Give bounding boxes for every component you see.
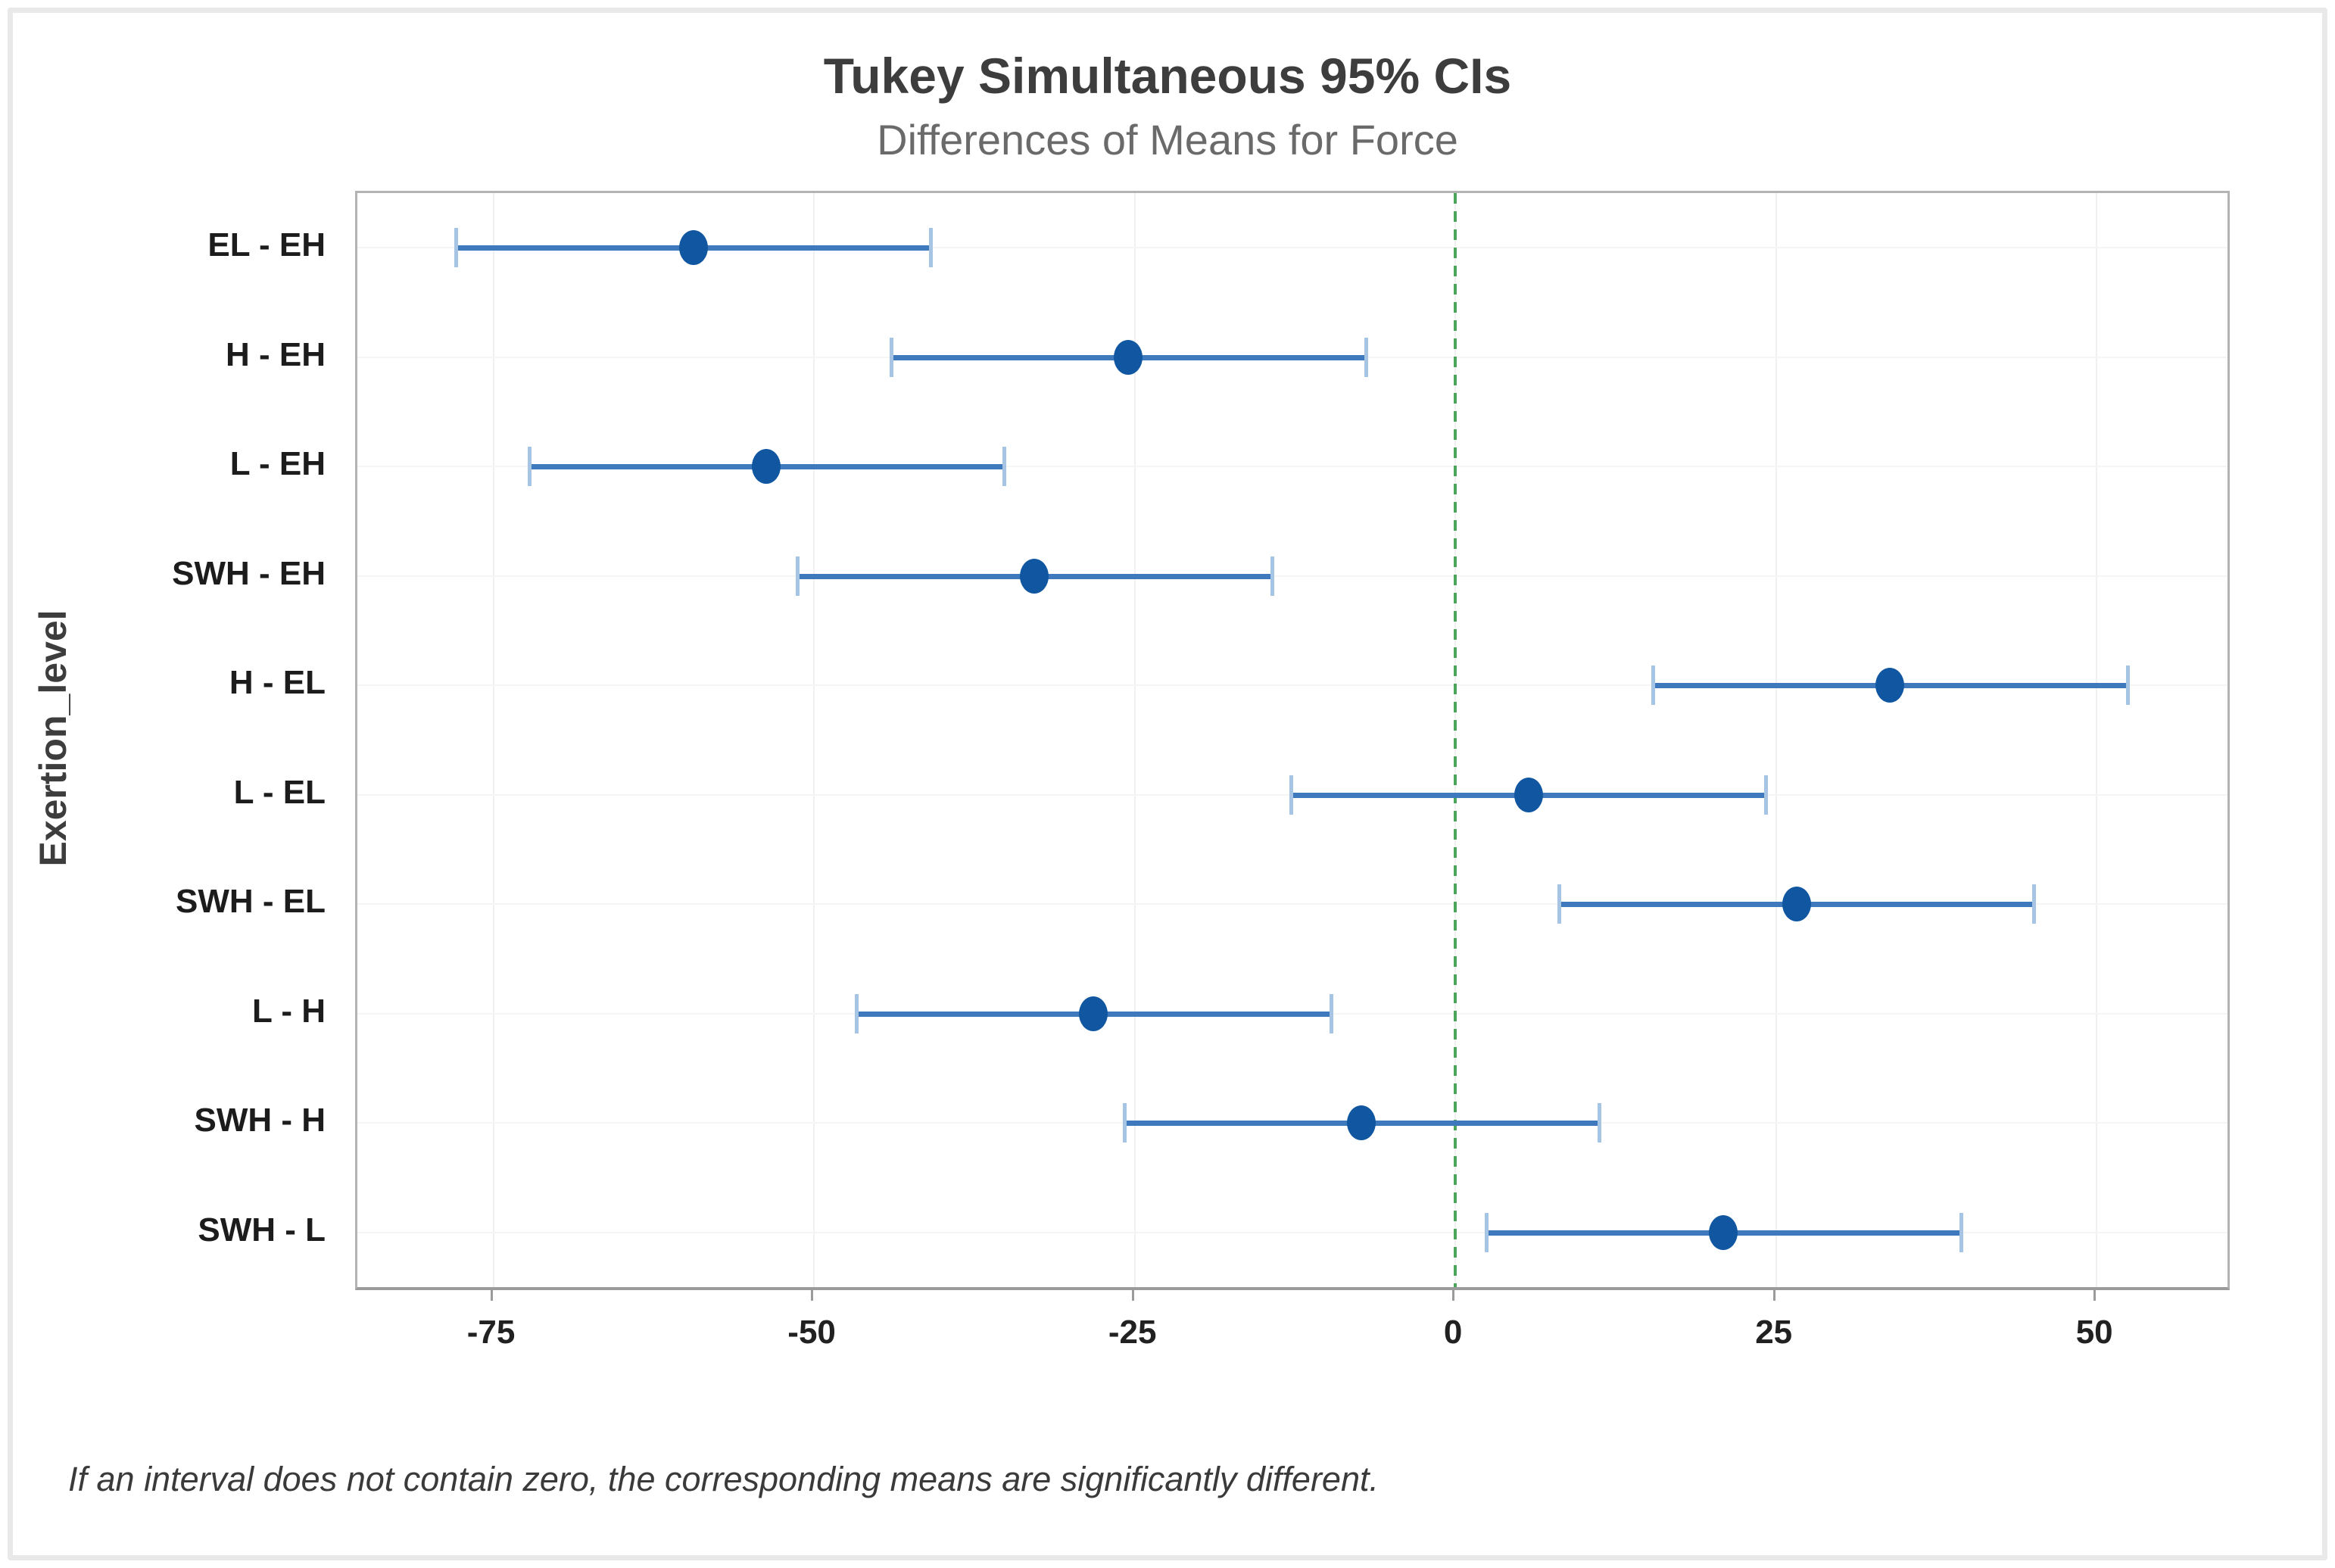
- ci-marker: [678, 230, 708, 266]
- x-tick-mark: [1772, 1288, 1775, 1301]
- horizontal-gridline: [357, 1231, 2227, 1233]
- ci-marker: [1514, 777, 1543, 812]
- vertical-gridline: [1775, 193, 1777, 1287]
- x-tick-label: 50: [2075, 1314, 2113, 1351]
- x-tick-mark: [490, 1288, 493, 1301]
- ci-cap-right: [1959, 1212, 1963, 1252]
- ci-marker: [1875, 668, 1905, 703]
- vertical-gridline: [492, 193, 494, 1287]
- ci-cap-left: [454, 228, 459, 268]
- x-tick-mark: [2093, 1288, 2097, 1301]
- plot-area: [355, 191, 2230, 1290]
- x-tick-label: -25: [1108, 1314, 1157, 1351]
- ci-cap-left: [796, 556, 800, 596]
- zero-reference-line: [1454, 193, 1457, 1287]
- ci-cap-right: [1364, 337, 1368, 377]
- ci-marker: [1114, 339, 1143, 375]
- x-tick-mark: [1452, 1288, 1455, 1301]
- chart-title: Tukey Simultaneous 95% CIs: [823, 48, 1512, 104]
- ci-cap-left: [855, 993, 859, 1033]
- vertical-gridline: [1133, 193, 1136, 1287]
- ci-cap-left: [1484, 1212, 1489, 1252]
- ci-cap-left: [1123, 1103, 1127, 1143]
- ci-marker: [752, 449, 781, 485]
- x-axis: -75 -50 -25 0 25 50: [355, 1288, 2225, 1379]
- ci-cap-left: [1289, 775, 1294, 815]
- ci-cap-left: [1557, 884, 1562, 924]
- ci-cap-right: [1270, 556, 1274, 596]
- ci-cap-right: [2125, 666, 2130, 706]
- horizontal-gridline: [357, 247, 2227, 249]
- ci-cap-right: [1764, 775, 1769, 815]
- horizontal-gridline: [357, 903, 2227, 906]
- ci-cap-right: [1002, 447, 1006, 487]
- ci-cap-right: [929, 228, 934, 268]
- ci-cap-right: [1329, 993, 1333, 1033]
- x-tick-label: 25: [1755, 1314, 1793, 1351]
- y-axis-labels: EL - EH H - EH L - EH SWH - EH H - EL L - EL S…: [0, 191, 326, 1285]
- footnote: If an interval does not contain zero, th…: [68, 1460, 1379, 1498]
- y-tick-label: H - EH: [226, 335, 326, 373]
- horizontal-gridline: [357, 684, 2227, 687]
- ci-cap-left: [889, 337, 893, 377]
- x-tick-label: 0: [1443, 1314, 1463, 1351]
- x-tick-mark: [811, 1288, 814, 1301]
- y-tick-label: L - EL: [233, 773, 326, 811]
- y-tick-label: H - EL: [229, 664, 326, 702]
- vertical-gridline: [2096, 193, 2098, 1287]
- x-tick-label: -75: [466, 1314, 516, 1351]
- y-tick-label: SWH - EL: [176, 883, 326, 921]
- y-tick-label: SWH - H: [194, 1102, 326, 1139]
- ci-marker: [1709, 1214, 1738, 1250]
- horizontal-gridline: [357, 466, 2227, 468]
- ci-marker: [1020, 558, 1049, 594]
- ci-marker: [1782, 887, 1811, 922]
- y-tick-label: L - EH: [229, 445, 326, 483]
- x-tick-label: -50: [787, 1314, 836, 1351]
- ci-cap-right: [2032, 884, 2037, 924]
- ci-marker: [1347, 1105, 1376, 1141]
- y-tick-label: SWH - L: [198, 1211, 326, 1248]
- vertical-gridline: [813, 193, 815, 1287]
- y-tick-label: SWH - EH: [172, 554, 326, 592]
- x-tick-mark: [1131, 1288, 1134, 1301]
- y-tick-label: EL - EH: [207, 226, 326, 264]
- ci-cap-right: [1597, 1103, 1601, 1143]
- chart-subtitle: Differences of Means for Force: [877, 116, 1458, 164]
- y-tick-label: L - H: [252, 992, 326, 1030]
- ci-cap-left: [1651, 666, 1656, 706]
- ci-cap-left: [528, 447, 532, 487]
- ci-marker: [1079, 996, 1108, 1031]
- horizontal-gridline: [357, 575, 2227, 577]
